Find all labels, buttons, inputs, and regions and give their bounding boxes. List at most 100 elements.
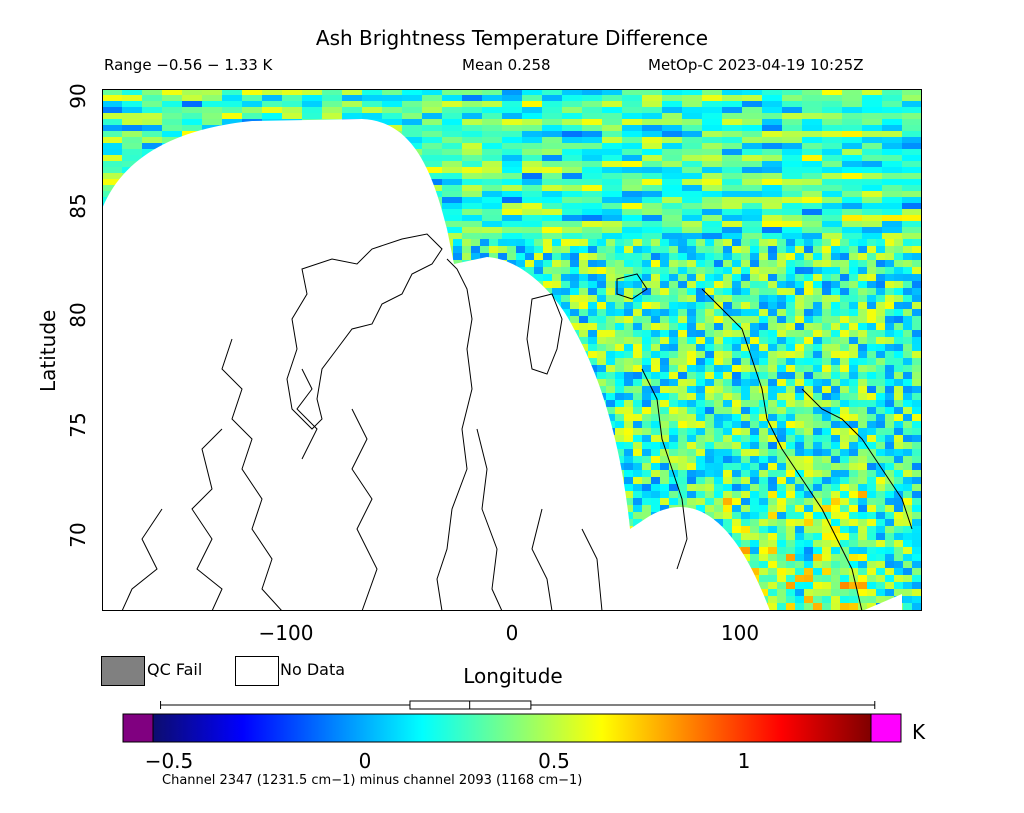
data-cell — [422, 113, 442, 119]
data-cell — [912, 477, 921, 484]
data-cell — [867, 267, 876, 274]
data-cell — [782, 137, 802, 143]
data-cell — [903, 505, 912, 512]
data-cell — [582, 185, 602, 191]
data-cell — [831, 491, 840, 498]
data-cell — [522, 95, 542, 101]
data-cell — [602, 227, 622, 233]
data-cell — [651, 379, 660, 386]
data-cell — [840, 239, 849, 246]
data-cell — [579, 337, 588, 344]
data-cell — [876, 414, 885, 421]
data-cell — [714, 386, 723, 393]
data-cell — [402, 89, 422, 95]
data-cell — [750, 393, 759, 400]
data-cell — [633, 519, 642, 526]
data-cell — [840, 428, 849, 435]
data-cell — [615, 302, 624, 309]
data-cell — [651, 491, 660, 498]
data-cell — [813, 372, 822, 379]
data-cell — [885, 246, 894, 253]
data-cell — [762, 125, 782, 131]
data-cell — [624, 491, 633, 498]
data-cell — [462, 137, 482, 143]
data-cell — [696, 421, 705, 428]
data-cell — [777, 309, 786, 316]
data-cell — [561, 239, 570, 246]
data-cell — [633, 295, 642, 302]
data-cell — [786, 484, 795, 491]
data-cell — [768, 456, 777, 463]
data-cell — [903, 281, 912, 288]
data-cell — [768, 274, 777, 281]
data-cell — [759, 260, 768, 267]
data-cell — [687, 246, 696, 253]
data-cell — [759, 449, 768, 456]
data-cell — [482, 209, 502, 215]
data-cell — [903, 253, 912, 260]
data-cell — [822, 149, 842, 155]
data-cell — [669, 344, 678, 351]
data-cell — [858, 309, 867, 316]
data-cell — [597, 246, 606, 253]
data-cell — [642, 449, 651, 456]
data-cell — [642, 491, 651, 498]
data-cell — [462, 253, 471, 260]
data-cell — [562, 101, 582, 107]
data-cell — [831, 316, 840, 323]
data-cell — [422, 149, 442, 155]
data-cell — [912, 498, 921, 505]
data-cell — [602, 179, 622, 185]
data-cell — [858, 365, 867, 372]
data-cell — [777, 330, 786, 337]
data-cell — [921, 400, 922, 407]
data-cell — [624, 456, 633, 463]
data-cell — [750, 463, 759, 470]
data-cell — [682, 221, 702, 227]
data-cell — [142, 143, 162, 149]
data-cell — [876, 400, 885, 407]
data-cell — [777, 428, 786, 435]
data-cell — [813, 260, 822, 267]
data-cell — [921, 435, 922, 442]
mean-text: Mean 0.258 — [462, 56, 551, 74]
data-cell — [651, 505, 660, 512]
data-cell — [741, 379, 750, 386]
data-cell — [442, 197, 462, 203]
data-cell — [615, 323, 624, 330]
data-cell — [912, 316, 921, 323]
data-cell — [842, 155, 862, 161]
data-cell — [662, 197, 682, 203]
data-cell — [606, 393, 615, 400]
data-cell — [651, 288, 660, 295]
data-cell — [624, 498, 633, 505]
data-cell — [849, 449, 858, 456]
data-cell — [882, 203, 902, 209]
data-cell — [759, 442, 768, 449]
data-cell — [678, 288, 687, 295]
data-cell — [582, 101, 602, 107]
data-cell — [894, 484, 903, 491]
data-cell — [768, 477, 777, 484]
data-cell — [622, 107, 642, 113]
data-cell — [624, 407, 633, 414]
data-cell — [442, 119, 462, 125]
data-cell — [813, 400, 822, 407]
data-cell — [921, 246, 922, 253]
data-cell — [849, 533, 858, 540]
data-cell — [522, 221, 542, 227]
data-cell — [862, 125, 882, 131]
data-cell — [894, 302, 903, 309]
data-cell — [422, 119, 442, 125]
data-cell — [442, 185, 462, 191]
data-cell — [633, 498, 642, 505]
data-cell — [921, 365, 922, 372]
data-cell — [912, 533, 921, 540]
data-cell — [732, 351, 741, 358]
data-cell — [669, 281, 678, 288]
data-cell — [462, 161, 482, 167]
data-cell — [822, 89, 842, 95]
data-cell — [705, 407, 714, 414]
data-cell — [705, 421, 714, 428]
data-cell — [921, 302, 922, 309]
